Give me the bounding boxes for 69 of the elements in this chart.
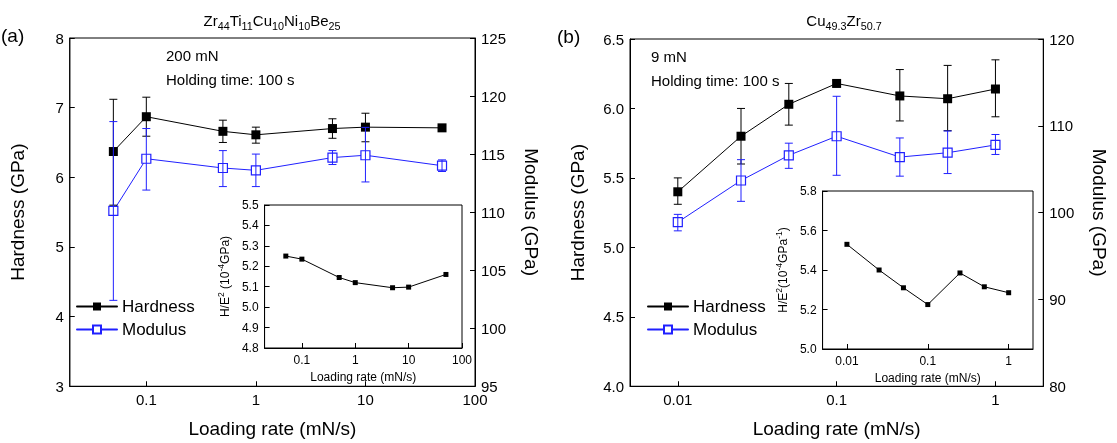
y-tick-label: 6.5 bbox=[603, 30, 624, 48]
y-tick-label: 5.5 bbox=[241, 198, 259, 212]
x-tick-label: 1 bbox=[251, 391, 261, 409]
y-axis-title: Hardness (GPa) bbox=[7, 143, 28, 281]
y-tick-label: 5.0 bbox=[799, 342, 817, 356]
y-axis-title: H/E2 (10-4GPa) bbox=[215, 235, 232, 318]
text: (a) bbox=[1, 25, 25, 46]
x-tick-label: 1 bbox=[351, 353, 359, 367]
y2-tick-label: 120 bbox=[1049, 30, 1075, 48]
y-tick-label: 4.9 bbox=[241, 320, 259, 335]
legend-label: Hardness bbox=[122, 297, 195, 316]
y-tick-label: 5.0 bbox=[241, 300, 259, 315]
y2-tick-label: 120 bbox=[481, 87, 507, 105]
y2-tick-label: 100 bbox=[481, 319, 507, 337]
text: (b) bbox=[557, 26, 581, 47]
y-tick-label: 5.6 bbox=[799, 223, 817, 238]
y-tick-label: 6 bbox=[55, 168, 64, 186]
x-axis-title: Loading rate (mN/s) bbox=[874, 371, 981, 385]
legend-label: Modulus bbox=[122, 320, 187, 339]
x-tick-label: 0.01 bbox=[663, 391, 693, 409]
y2-tick-label: 115 bbox=[481, 145, 505, 163]
y-tick-label: 5.5 bbox=[603, 169, 624, 187]
annotation: 9 mN bbox=[651, 48, 687, 65]
y-tick-label: 3 bbox=[55, 377, 64, 395]
y-tick-label: 4.5 bbox=[603, 308, 624, 326]
annotation: Holding time: 100 s bbox=[651, 72, 780, 89]
x-tick-label: 100 bbox=[451, 353, 473, 367]
y-tick-label: 7 bbox=[55, 99, 64, 117]
y2-tick-label: 125 bbox=[481, 29, 507, 47]
x-axis-title: Loading rate (mN/s) bbox=[310, 370, 417, 384]
y-tick-label: 4.8 bbox=[241, 341, 259, 355]
y-axis-title: H/E2(10-4GPa-1) bbox=[773, 227, 790, 313]
y2-tick-label: 110 bbox=[1049, 117, 1074, 135]
y-tick-label: 5.8 bbox=[799, 184, 817, 198]
y-tick-label: 5.2 bbox=[241, 259, 259, 274]
y2-axis-title: Modulus (GPa) bbox=[1089, 148, 1110, 277]
x-tick-label: 0.1 bbox=[919, 354, 937, 368]
x-tick-label: 1 bbox=[991, 391, 1000, 409]
x-axis-title: Loading rate (mN/s) bbox=[188, 418, 357, 439]
y-tick-label: 5.2 bbox=[799, 302, 817, 317]
x-tick-label: 10 bbox=[357, 391, 374, 409]
x-tick-label: 0.01 bbox=[835, 354, 859, 368]
x-tick-label: 0.1 bbox=[135, 391, 157, 409]
y-tick-label: 8 bbox=[55, 29, 64, 47]
y-tick-label: 5.0 bbox=[603, 238, 624, 256]
y2-axis-title: Modulus (GPa) bbox=[520, 148, 542, 277]
annotation: Holding time: 100 s bbox=[166, 71, 295, 88]
y2-tick-label: 105 bbox=[481, 261, 507, 279]
y-tick-label: 4 bbox=[55, 308, 64, 326]
y2-tick-label: 110 bbox=[481, 203, 505, 221]
y-tick-label: 5.4 bbox=[241, 218, 259, 233]
x-tick-label: 0.1 bbox=[826, 391, 848, 409]
y-axis-title: Hardness (GPa) bbox=[567, 143, 589, 282]
y2-tick-label: 100 bbox=[1049, 204, 1075, 222]
annotation: 200 mN bbox=[166, 47, 219, 64]
y2-tick-label: 90 bbox=[1049, 290, 1066, 308]
y2-tick-label: 80 bbox=[1049, 377, 1066, 395]
y-tick-label: 5.4 bbox=[799, 263, 817, 277]
y-tick-label: 5.3 bbox=[241, 238, 259, 253]
legend-label: Hardness bbox=[693, 297, 766, 316]
y-tick-label: 5 bbox=[55, 238, 64, 256]
y-tick-label: 4.0 bbox=[603, 377, 624, 395]
x-tick-label: 10 bbox=[401, 353, 416, 367]
legend-label: Modulus bbox=[693, 320, 758, 339]
x-tick-label: 0.1 bbox=[293, 353, 311, 367]
x-axis-title: Loading rate (mN/s) bbox=[752, 418, 921, 439]
y-tick-label: 6.0 bbox=[603, 99, 624, 117]
y-tick-label: 5.1 bbox=[241, 279, 259, 294]
x-tick-label: 1 bbox=[1005, 354, 1013, 368]
